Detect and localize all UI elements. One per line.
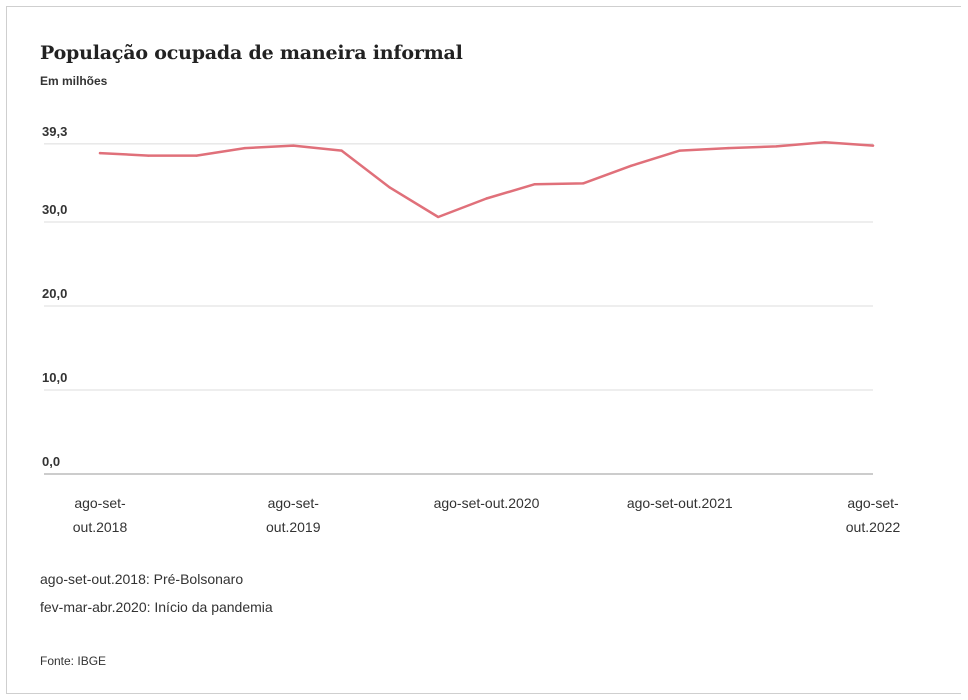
y-tick-label-3: 10,0 — [42, 370, 67, 385]
data-point-14 — [775, 145, 778, 148]
y-tick-label-0: 39,3 — [42, 124, 67, 139]
data-point-11 — [630, 164, 633, 167]
y-tick-label-2: 20,0 — [42, 286, 67, 301]
data-point-13 — [726, 146, 730, 150]
series-line-0 — [98, 140, 875, 219]
data-point-15 — [823, 141, 826, 144]
data-point-3 — [243, 146, 247, 150]
data-point-5 — [340, 149, 343, 152]
data-point-2 — [195, 154, 198, 157]
chart-title: População ocupada de maneira informal — [40, 42, 463, 64]
data-point-0 — [98, 151, 102, 155]
chart-subtitle: Em milhões — [40, 74, 108, 88]
y-tick-label-1: 30,0 — [42, 202, 67, 217]
data-point-10 — [581, 182, 585, 185]
x-tick-label-1: ago-set-out.2019 — [266, 495, 321, 535]
data-point-16 — [871, 144, 875, 147]
y-tick-label-4: 0,0 — [42, 454, 60, 469]
data-point-7 — [436, 215, 440, 219]
x-tick-label-0: ago-set-out.2018 — [73, 495, 128, 535]
chart-note-1: ago-set-out.2018: Pré-Bolsonaro — [40, 571, 244, 587]
chart-source: Fonte: IBGE — [40, 654, 107, 668]
x-tick-label-3: ago-set-out.2021 — [627, 495, 733, 511]
data-point-12 — [678, 149, 681, 152]
x-tick-label-2: ago-set-out.2020 — [434, 495, 540, 511]
data-point-8 — [485, 197, 488, 200]
data-point-9 — [533, 183, 537, 186]
data-point-6 — [388, 186, 392, 189]
data-point-1 — [147, 154, 150, 157]
x-tick-label-4: ago-set-out.2022 — [846, 495, 901, 535]
chart-frame — [6, 6, 961, 694]
data-point-4 — [292, 144, 295, 147]
chart-note-2: fev-mar-abr.2020: Início da pandemia — [40, 599, 273, 615]
line-chart: 39,3 30,0 20,0 10,0 0,0 ago-set-out.2018 ago-… — [42, 124, 901, 535]
